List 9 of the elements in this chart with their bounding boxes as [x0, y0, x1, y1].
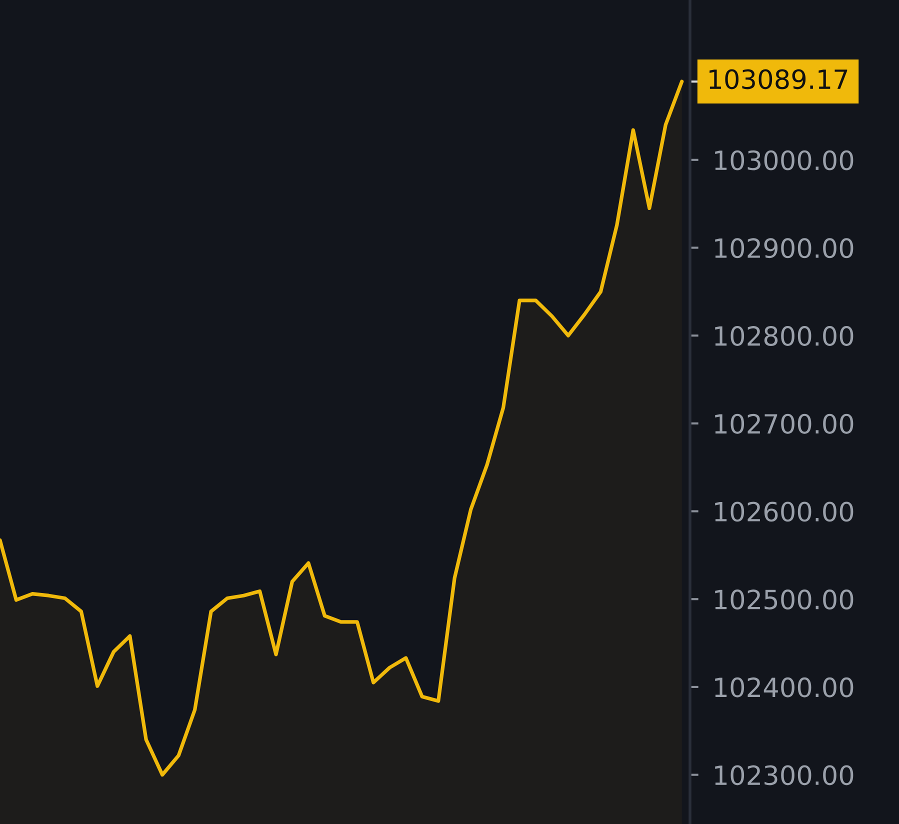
y-tick-label: 103000.00	[715, 150, 854, 170]
y-tick-label: 102800.00	[715, 326, 854, 346]
y-tick-label: 102400.00	[715, 677, 854, 698]
y-tick-label: 102500.00	[715, 590, 854, 610]
y-tick-label: 102900.00	[715, 238, 854, 258]
text: 103089.17	[710, 69, 848, 90]
y-tick-label: 102700.00	[715, 414, 854, 434]
y-tick-label: 102600.00	[715, 502, 854, 522]
y-tick-label: 102300.00	[715, 765, 854, 786]
